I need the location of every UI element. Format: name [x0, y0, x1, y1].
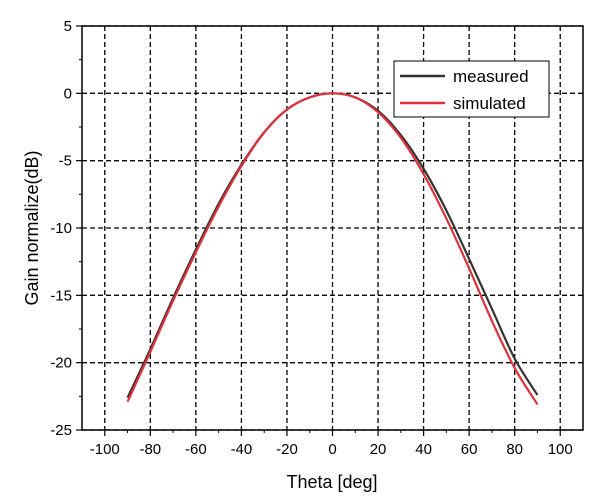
y-tick-label: -20: [50, 355, 72, 372]
y-tick-label: 5: [64, 18, 72, 35]
x-tick-label: 20: [370, 441, 387, 458]
x-tick-label: 0: [328, 441, 336, 458]
x-tick-label: 80: [506, 441, 523, 458]
x-tick-label: -80: [139, 441, 161, 458]
series-line-simulated: [126, 92, 539, 405]
axis-ticks: [76, 25, 561, 436]
y-tick-label: -5: [59, 153, 72, 170]
legend-label-simulated: simulated: [453, 94, 526, 113]
x-tick-label: 60: [461, 441, 478, 458]
y-tick-labels: -25 -20 -15 -10 -5 0 5: [50, 18, 72, 439]
legend: measured simulated: [393, 60, 550, 118]
y-tick-label: 0: [64, 85, 72, 102]
x-axis-title: Theta [deg]: [286, 472, 377, 492]
x-tick-label: 40: [415, 441, 432, 458]
x-tick-label: -60: [185, 441, 207, 458]
series-lines: [126, 92, 539, 405]
x-tick-label: -20: [276, 441, 298, 458]
x-tick-labels: -100 -80 -60 -40 -20 0 20 40 60 80 100: [90, 441, 573, 458]
y-tick-label: -10: [50, 220, 72, 237]
legend-box: [393, 60, 550, 118]
y-tick-label: -25: [50, 422, 72, 439]
x-tick-label: 100: [548, 441, 573, 458]
y-tick-label: -15: [50, 287, 72, 304]
y-axis-title: Gain normalize(dB): [22, 150, 42, 305]
x-tick-label: -40: [231, 441, 253, 458]
legend-label-measured: measured: [453, 67, 529, 86]
x-tick-label: -100: [90, 441, 120, 458]
